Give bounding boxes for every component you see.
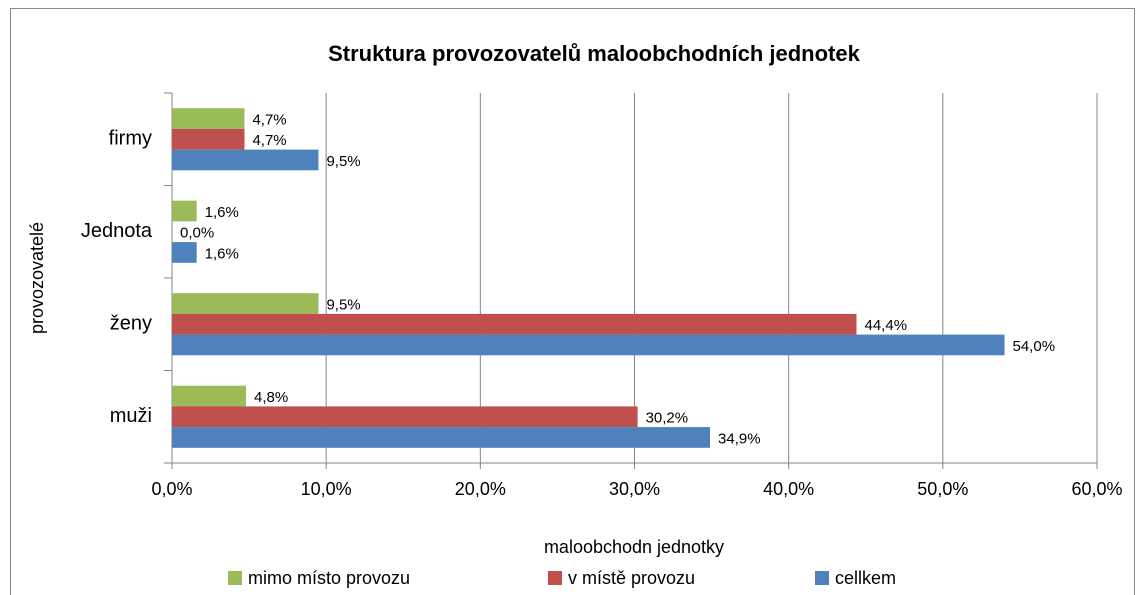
bar bbox=[172, 200, 197, 222]
y-tick-label: Jednota bbox=[81, 220, 153, 242]
value-label: 9,5% bbox=[326, 153, 360, 170]
y-tick-label: muži bbox=[110, 405, 152, 427]
value-label: 54,0% bbox=[1013, 338, 1056, 355]
x-tick-label: 30,0% bbox=[609, 479, 660, 499]
legend-label: v místě provozu bbox=[568, 568, 695, 588]
legend-swatch bbox=[548, 571, 562, 585]
value-label: 4,8% bbox=[254, 389, 288, 406]
value-label: 4,7% bbox=[252, 112, 286, 129]
bar bbox=[172, 108, 245, 129]
legend-label: cellkem bbox=[835, 568, 896, 588]
legend-label: mimo místo provozu bbox=[248, 568, 410, 588]
value-label: 44,4% bbox=[865, 317, 908, 334]
bar bbox=[172, 334, 1005, 356]
bar bbox=[172, 128, 245, 150]
y-axis-label: provozovatelé bbox=[27, 222, 47, 334]
value-label: 4,7% bbox=[252, 132, 286, 149]
bar bbox=[172, 242, 197, 263]
chart-title: Struktura provozovatelů maloobchodních j… bbox=[328, 41, 860, 66]
x-tick-label: 0,0% bbox=[151, 479, 192, 499]
bar bbox=[172, 385, 246, 407]
bar bbox=[172, 293, 319, 314]
y-tick-label: firmy bbox=[109, 128, 152, 150]
legend-swatch bbox=[815, 571, 829, 585]
x-tick-label: 60,0% bbox=[1071, 479, 1122, 499]
bar bbox=[172, 406, 638, 428]
value-label: 34,9% bbox=[718, 430, 761, 447]
value-label: 9,5% bbox=[326, 297, 360, 314]
bar bbox=[172, 313, 857, 335]
value-label: 0,0% bbox=[180, 225, 214, 242]
value-label: 1,6% bbox=[205, 245, 239, 262]
x-tick-label: 40,0% bbox=[763, 479, 814, 499]
x-tick-label: 50,0% bbox=[917, 479, 968, 499]
x-tick-label: 20,0% bbox=[455, 479, 506, 499]
legend-swatch bbox=[228, 571, 242, 585]
value-label: 30,2% bbox=[646, 410, 689, 427]
y-tick-label: ženy bbox=[110, 313, 152, 335]
x-tick-label: 10,0% bbox=[301, 479, 352, 499]
x-axis-label: maloobchodn jednotky bbox=[544, 537, 724, 557]
value-label: 1,6% bbox=[205, 204, 239, 221]
bar bbox=[172, 149, 319, 171]
bar bbox=[172, 427, 711, 448]
